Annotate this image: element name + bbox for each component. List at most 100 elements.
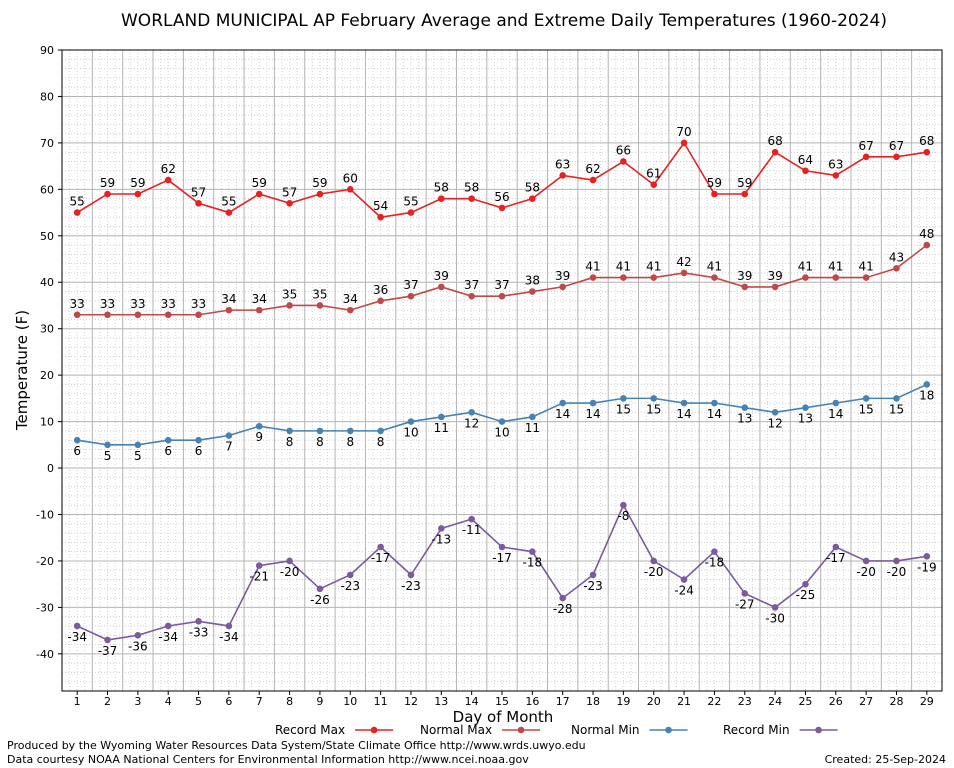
data-point: [407, 571, 415, 579]
x-tick-label: 20: [647, 695, 661, 708]
data-point: [650, 274, 658, 281]
data-point: [225, 432, 233, 439]
data-label: 67: [889, 139, 904, 153]
data-point: [650, 395, 658, 402]
data-point: [680, 399, 688, 407]
x-tick-label: 6: [225, 695, 232, 708]
data-label: 55: [403, 195, 418, 209]
data-label: 33: [130, 297, 145, 311]
data-point: [104, 311, 111, 319]
data-label: -33: [189, 625, 209, 639]
data-point: [377, 427, 384, 435]
x-tick-label: 1: [74, 695, 81, 708]
data-label: 33: [70, 297, 85, 311]
data-label: 39: [555, 269, 570, 283]
data-label: 8: [346, 435, 354, 449]
data-label: 41: [585, 260, 600, 274]
data-label: 8: [316, 435, 324, 449]
data-point: [711, 190, 718, 198]
y-axis-label: Temperature (F): [13, 310, 31, 431]
data-point: [923, 148, 931, 156]
data-point: [104, 636, 111, 644]
data-point: [832, 399, 840, 407]
data-label: -30: [765, 611, 785, 625]
data-label: -23: [401, 579, 421, 593]
data-label: -34: [158, 630, 178, 644]
data-label: 39: [434, 269, 449, 283]
data-point: [134, 311, 142, 319]
data-point: [923, 552, 931, 560]
legend-marker: [517, 726, 525, 734]
data-point: [255, 422, 263, 430]
data-point: [529, 288, 536, 295]
x-tick-label: 29: [920, 695, 934, 708]
data-label: -18: [523, 556, 543, 570]
data-point: [559, 172, 566, 179]
data-label: 42: [676, 255, 691, 269]
data-point: [346, 427, 354, 435]
data-label: 34: [252, 292, 267, 306]
data-label: -17: [826, 551, 846, 565]
data-point: [620, 395, 627, 402]
legend-entry-record-min: Record Min: [723, 723, 838, 737]
data-point: [104, 441, 111, 449]
data-label: -8: [617, 509, 629, 523]
data-point: [771, 604, 779, 611]
data-point: [771, 409, 779, 416]
x-tick-label: 3: [134, 695, 141, 708]
data-point: [255, 562, 263, 569]
data-point: [893, 153, 900, 161]
series-record-min: -34-37 -36-34 -33 -34-21 -20-26-23-17-23-13-…: [67, 501, 937, 658]
data-label: 59: [130, 176, 145, 190]
data-point: [316, 190, 324, 198]
data-label: 37: [494, 278, 509, 292]
data-point: [164, 176, 172, 184]
x-tick-label: 26: [829, 695, 843, 708]
data-label: 67: [858, 139, 873, 153]
data-label: -24: [674, 584, 694, 598]
data-point: [377, 543, 384, 551]
data-point: [802, 404, 809, 411]
data-point: [377, 297, 384, 305]
data-label: -34: [67, 630, 87, 644]
chart-title: WORLAND MUNICIPAL AP February Average an…: [121, 11, 887, 31]
data-label: 58: [464, 181, 479, 195]
data-label: -13: [432, 532, 452, 546]
data-label: -20: [887, 565, 907, 579]
data-label: 59: [252, 176, 267, 190]
data-label: 68: [767, 134, 782, 148]
data-label: -20: [856, 565, 876, 579]
data-label: 5: [134, 449, 142, 463]
data-label: 56: [494, 190, 509, 204]
data-point: [134, 631, 142, 639]
data-point: [650, 557, 658, 565]
data-point: [316, 302, 324, 309]
legend-entry-record-max: Record Max: [275, 723, 394, 737]
footer-created-date: Created: 25-Sep-2024: [824, 753, 946, 766]
data-label: 63: [555, 157, 570, 171]
data-label: 55: [221, 195, 236, 209]
data-label: 41: [858, 260, 873, 274]
data-label: 14: [707, 407, 722, 421]
data-label: 11: [434, 421, 449, 435]
data-point: [286, 302, 293, 309]
data-label: 37: [464, 278, 479, 292]
data-label: 41: [798, 260, 813, 274]
data-point: [832, 543, 840, 551]
data-label: -25: [796, 588, 816, 602]
data-point: [134, 441, 142, 449]
data-label: 58: [525, 181, 540, 195]
data-point: [650, 181, 658, 189]
data-point: [923, 241, 931, 249]
data-point: [741, 590, 749, 597]
data-point: [741, 283, 749, 291]
data-point: [164, 436, 172, 444]
legend-marker: [815, 726, 822, 734]
data-label: 64: [798, 153, 813, 167]
series-normal-max: 33 33 33 33 33 34 34 35 35 34 36 37 39 37 37 38 39 41 41 41…: [70, 227, 934, 319]
data-point: [195, 199, 202, 207]
data-point: [893, 395, 900, 402]
data-label: 15: [889, 402, 904, 416]
